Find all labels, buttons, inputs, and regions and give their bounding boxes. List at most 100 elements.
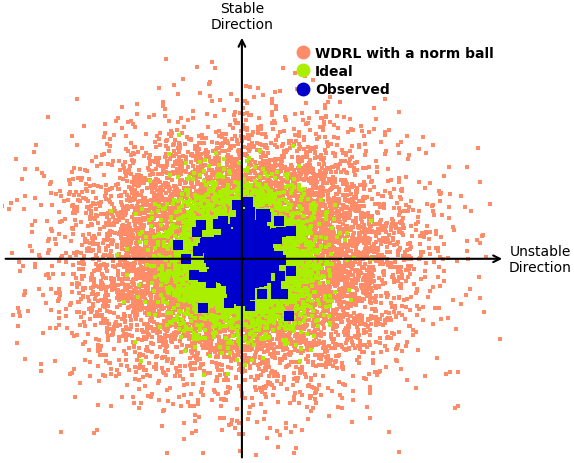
Point (197, 296, 207, 304)
Point (154, 158, 163, 165)
Point (290, 302, 300, 310)
Point (290, 396, 299, 404)
Point (265, 262, 274, 269)
Point (238, 279, 247, 286)
Point (284, 191, 293, 198)
Point (194, 133, 203, 140)
Point (366, 388, 375, 395)
Point (138, 231, 148, 238)
Point (241, 201, 250, 209)
Point (253, 238, 262, 245)
Point (136, 208, 145, 216)
Point (208, 239, 218, 247)
Point (267, 300, 276, 308)
Point (279, 208, 288, 215)
Point (218, 222, 227, 230)
Point (219, 233, 228, 241)
Point (148, 279, 157, 286)
Point (293, 157, 302, 165)
Point (223, 219, 232, 226)
Point (114, 212, 123, 219)
Point (151, 182, 160, 189)
Point (266, 313, 276, 321)
Point (251, 234, 260, 242)
Point (113, 295, 122, 302)
Point (250, 326, 259, 334)
Point (231, 233, 241, 240)
Point (199, 229, 208, 237)
Point (137, 302, 146, 309)
Point (266, 224, 275, 231)
Point (203, 210, 212, 218)
Point (100, 316, 109, 324)
Point (245, 155, 254, 162)
Point (252, 238, 261, 245)
Point (267, 250, 277, 258)
Point (189, 256, 199, 263)
Point (265, 270, 274, 278)
Point (227, 239, 236, 247)
Point (153, 267, 162, 275)
Point (272, 269, 281, 276)
Point (179, 190, 188, 197)
Point (255, 250, 265, 257)
Point (254, 244, 263, 251)
Point (359, 203, 369, 211)
Point (239, 176, 248, 183)
Point (233, 168, 242, 175)
Point (242, 233, 251, 240)
Point (200, 226, 209, 234)
Point (212, 282, 222, 289)
Point (102, 247, 111, 254)
Point (232, 265, 242, 272)
Point (107, 253, 117, 261)
Point (228, 276, 237, 283)
Point (137, 263, 146, 271)
Point (222, 273, 231, 281)
Point (293, 290, 302, 298)
Point (277, 283, 286, 290)
Point (278, 245, 288, 252)
Point (316, 300, 325, 307)
Point (257, 317, 266, 324)
Point (273, 273, 282, 281)
Point (146, 339, 156, 347)
Point (264, 228, 273, 236)
Point (172, 245, 181, 252)
Point (414, 214, 423, 221)
Point (261, 269, 270, 276)
Point (146, 250, 155, 257)
Point (286, 205, 295, 212)
Point (267, 234, 276, 241)
Point (162, 181, 172, 189)
Point (273, 277, 282, 285)
Point (267, 221, 277, 229)
Point (292, 297, 301, 305)
Point (165, 268, 174, 275)
Point (313, 201, 323, 208)
Point (269, 257, 278, 264)
Point (187, 250, 196, 257)
Point (262, 163, 271, 171)
Point (235, 269, 244, 277)
Point (200, 240, 210, 247)
Point (206, 325, 215, 333)
Point (233, 230, 242, 237)
Point (314, 223, 323, 230)
Point (169, 310, 178, 317)
Point (274, 261, 283, 268)
Point (227, 285, 236, 292)
Point (275, 306, 284, 313)
Point (272, 182, 281, 190)
Point (263, 274, 272, 282)
Point (293, 225, 302, 233)
Point (156, 269, 165, 276)
Point (168, 225, 177, 232)
Point (246, 226, 255, 234)
Point (224, 225, 233, 233)
Point (327, 334, 336, 341)
Point (222, 178, 231, 185)
Point (149, 308, 158, 315)
Point (290, 238, 299, 246)
Point (168, 260, 177, 268)
